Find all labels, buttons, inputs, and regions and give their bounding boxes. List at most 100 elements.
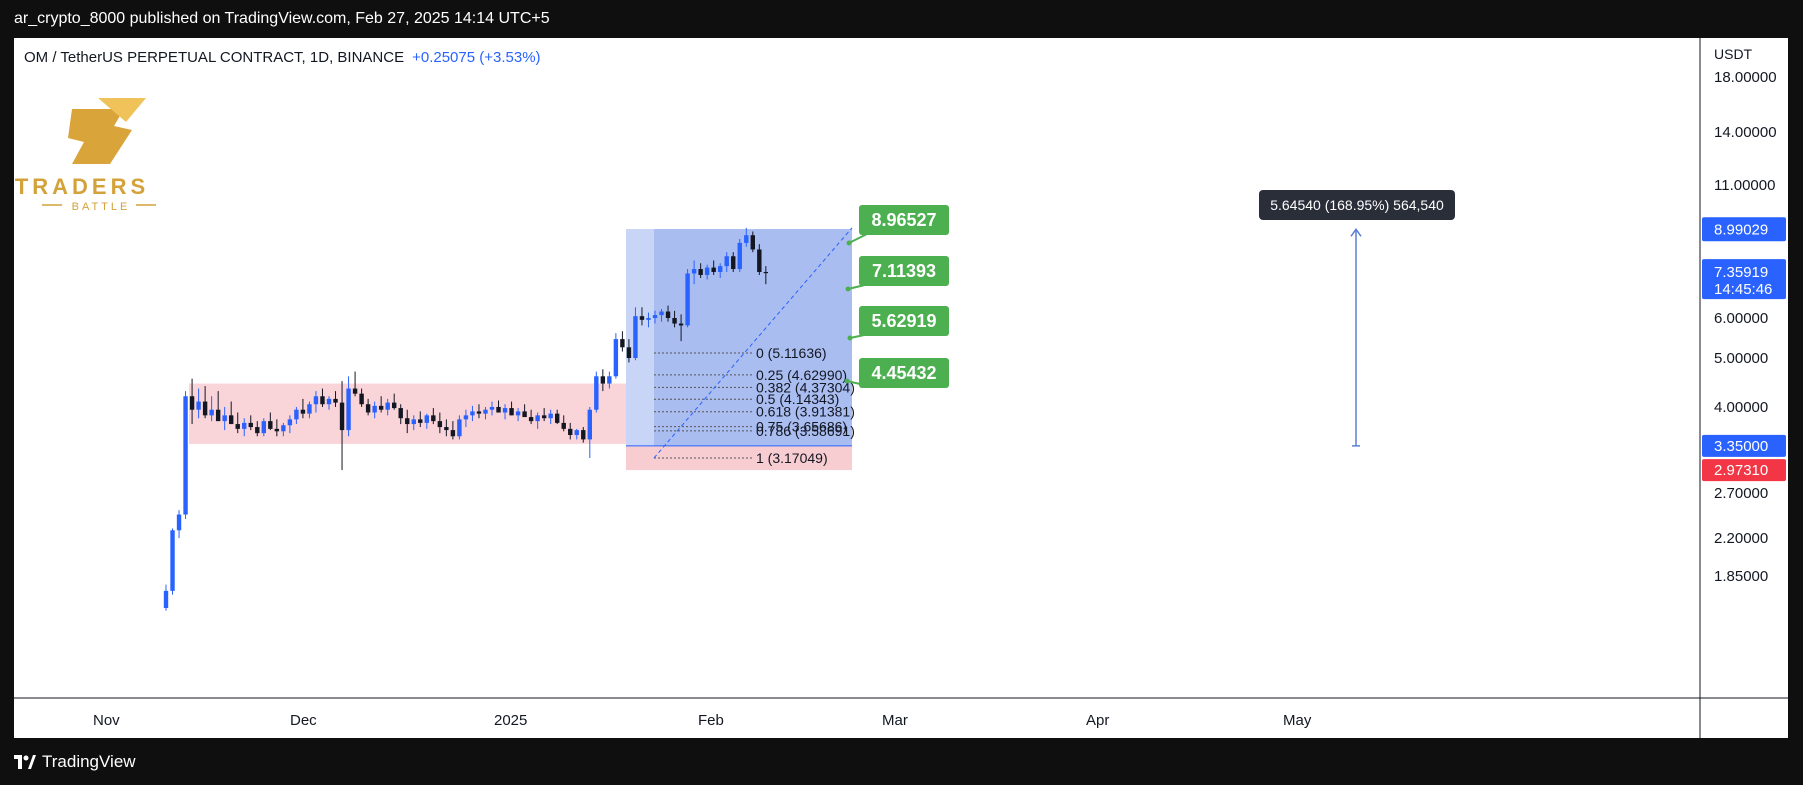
candle-body <box>691 269 697 274</box>
target-box <box>859 358 949 388</box>
x-tick-label: Nov <box>93 712 120 729</box>
candle-body <box>646 318 651 320</box>
currency-label: USDT <box>1714 46 1753 62</box>
logo-mark-icon <box>68 109 132 164</box>
candle-body <box>555 413 560 423</box>
candle-body <box>274 428 280 432</box>
target-point <box>846 240 852 246</box>
y-tick-label: 11.00000 <box>1714 177 1775 194</box>
y-tick-label: 6.00000 <box>1714 310 1768 327</box>
candle-body <box>659 311 664 316</box>
candle-body <box>639 316 645 320</box>
range-box <box>189 383 629 444</box>
candle-body <box>718 266 723 272</box>
candle-body <box>600 376 606 384</box>
candle-body <box>268 421 273 429</box>
x-tick-label: Feb <box>698 712 724 729</box>
candle-body <box>633 316 638 359</box>
symbol-legend[interactable]: OM / TetherUS PERPETUAL CONTRACT, 1D, BI… <box>24 49 541 66</box>
logo-brand-line2: BATTLE <box>72 201 131 213</box>
candle-body <box>385 402 390 410</box>
candle-body <box>242 422 247 429</box>
x-tick-label: Mar <box>882 712 908 729</box>
footer-bar: TradingView <box>0 738 1803 785</box>
candle-body <box>320 396 325 405</box>
candle-body <box>489 406 495 410</box>
candle-body <box>405 418 410 425</box>
candle-body <box>378 405 384 410</box>
candle-body <box>476 411 482 414</box>
candle-body <box>170 530 175 591</box>
candle-body <box>594 376 599 410</box>
fib-label: 0 (5.11636) <box>756 345 827 361</box>
target-point <box>845 286 851 292</box>
candle-body <box>326 398 332 405</box>
target-box <box>859 205 949 235</box>
candle-body <box>437 421 443 428</box>
x-tick-label: Apr <box>1086 712 1109 729</box>
candle-body <box>744 235 749 243</box>
y-tick-label: 2.20000 <box>1714 530 1768 547</box>
candle-body <box>665 311 671 318</box>
candle-body <box>463 415 469 420</box>
candle-body <box>607 376 612 384</box>
projection-box <box>654 229 852 446</box>
publisher-text: ar_crypto_8000 published on TradingView.… <box>14 10 550 27</box>
fib-label: 1 (3.17049) <box>756 450 828 466</box>
candle-body <box>620 339 625 348</box>
candle-body <box>672 318 677 324</box>
candle-body <box>704 267 710 275</box>
target-label: 5.62919 <box>871 311 936 331</box>
candle-body <box>548 413 553 419</box>
measure-arrow-icon <box>1350 227 1362 237</box>
candle-body <box>626 347 632 359</box>
tradingview-icon <box>14 755 36 769</box>
candle-body <box>711 267 716 272</box>
candle-body <box>196 401 201 410</box>
x-tick-label: Dec <box>290 712 317 729</box>
candle-body <box>561 422 566 429</box>
candle-body <box>568 428 573 436</box>
candle-body <box>333 398 338 403</box>
candle-body <box>411 419 416 425</box>
projection-box-light <box>626 229 654 446</box>
x-tick-label: 2025 <box>494 712 527 729</box>
candle-body <box>235 424 240 429</box>
candle-body <box>281 425 286 432</box>
candle-body <box>574 430 579 436</box>
candle-body <box>372 405 377 413</box>
candle-body <box>496 406 501 413</box>
symbol-title[interactable]: OM / TetherUS PERPETUAL CONTRACT, 1D, BI… <box>24 49 405 66</box>
candle-body <box>731 256 736 270</box>
candle-body <box>392 402 397 409</box>
measure-label: 5.64540 (168.95%) 564,540 <box>1270 197 1444 213</box>
candle-body <box>450 430 456 437</box>
fib-label: 0.75 (3.65686) <box>756 419 847 435</box>
candle-body <box>678 323 684 326</box>
fib-trend-line <box>653 227 853 459</box>
candle-body <box>763 271 769 274</box>
y-tick-label: 4.00000 <box>1714 399 1768 416</box>
fib-label: 0.25 (4.62990) <box>756 367 847 383</box>
candle-body <box>189 396 195 410</box>
price-chart[interactable]: 0 (5.11636) 0.25 (4.62990)0.382 (4.37304)… <box>14 38 1788 738</box>
candle-body <box>183 396 188 515</box>
chart-frame[interactable]: 0 (5.11636) 0.25 (4.62990) 0.382 (4.37304)… <box>14 38 1788 738</box>
price-tag-low_marker <box>1702 434 1786 457</box>
candle-body <box>587 409 592 440</box>
candle-body <box>698 269 703 275</box>
candle-body <box>294 409 299 420</box>
candle-body <box>444 427 449 431</box>
candle-body <box>365 404 371 413</box>
price-tag-stop-label: 2.97310 <box>1714 462 1768 479</box>
candle-body <box>215 409 221 422</box>
price-tag-stop <box>1702 459 1786 482</box>
publisher-bar: ar_crypto_8000 published on TradingView.… <box>0 0 1803 38</box>
target-box <box>859 306 949 336</box>
candle-body <box>535 415 540 422</box>
candle-body <box>255 427 260 434</box>
target-point <box>844 378 850 384</box>
candle-body <box>652 315 658 318</box>
fib-label: 0.618 (3.91381) <box>756 404 855 420</box>
tradingview-logo[interactable]: TradingView <box>14 752 136 772</box>
